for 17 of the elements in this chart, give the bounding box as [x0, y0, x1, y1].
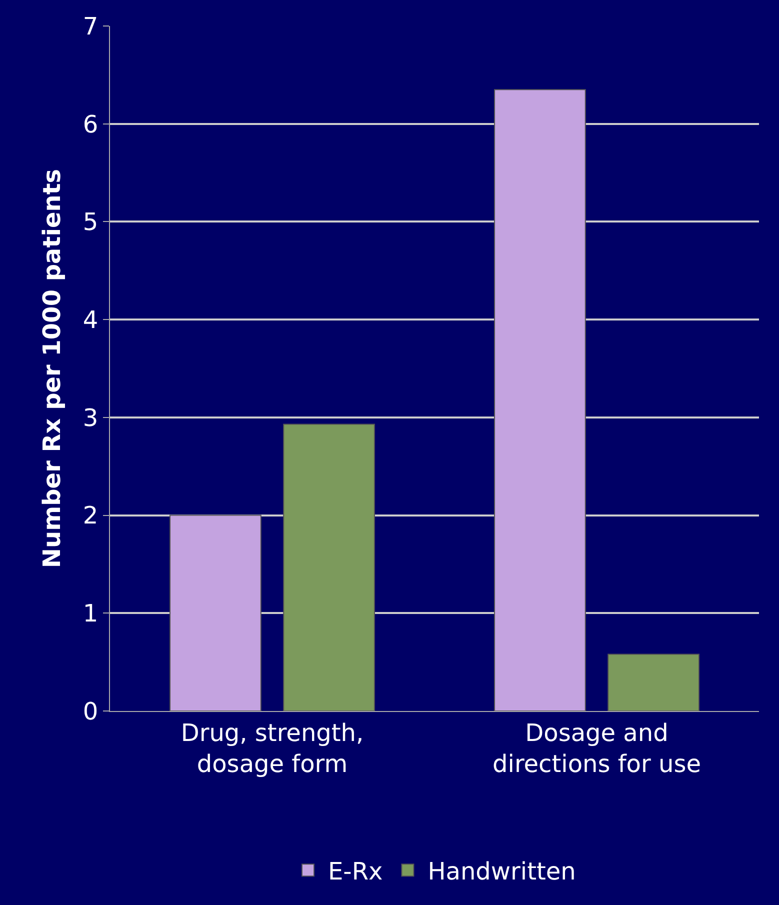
- y-tick-label: 5: [82, 208, 98, 236]
- y-tick-label: 2: [82, 502, 98, 530]
- bar: [608, 654, 700, 711]
- y-tick-label: 4: [82, 306, 98, 334]
- y-tick-label: 3: [82, 404, 98, 432]
- bar: [494, 89, 586, 711]
- y-tick-label: 6: [82, 110, 98, 138]
- bar: [170, 514, 262, 711]
- x-tick-label: Dosage and directions for use: [492, 718, 701, 778]
- y-tick-label: 0: [82, 697, 98, 726]
- y-tick-label: 1: [82, 600, 98, 628]
- legend-label: Handwritten: [428, 857, 576, 886]
- legend-label: E-Rx: [328, 857, 383, 886]
- y-axis-title: Number Rx per 1000 patients: [38, 168, 66, 568]
- y-tick-label: 7: [82, 12, 98, 40]
- bar: [283, 424, 375, 711]
- x-tick-label: Drug, strength, dosage form: [180, 718, 364, 778]
